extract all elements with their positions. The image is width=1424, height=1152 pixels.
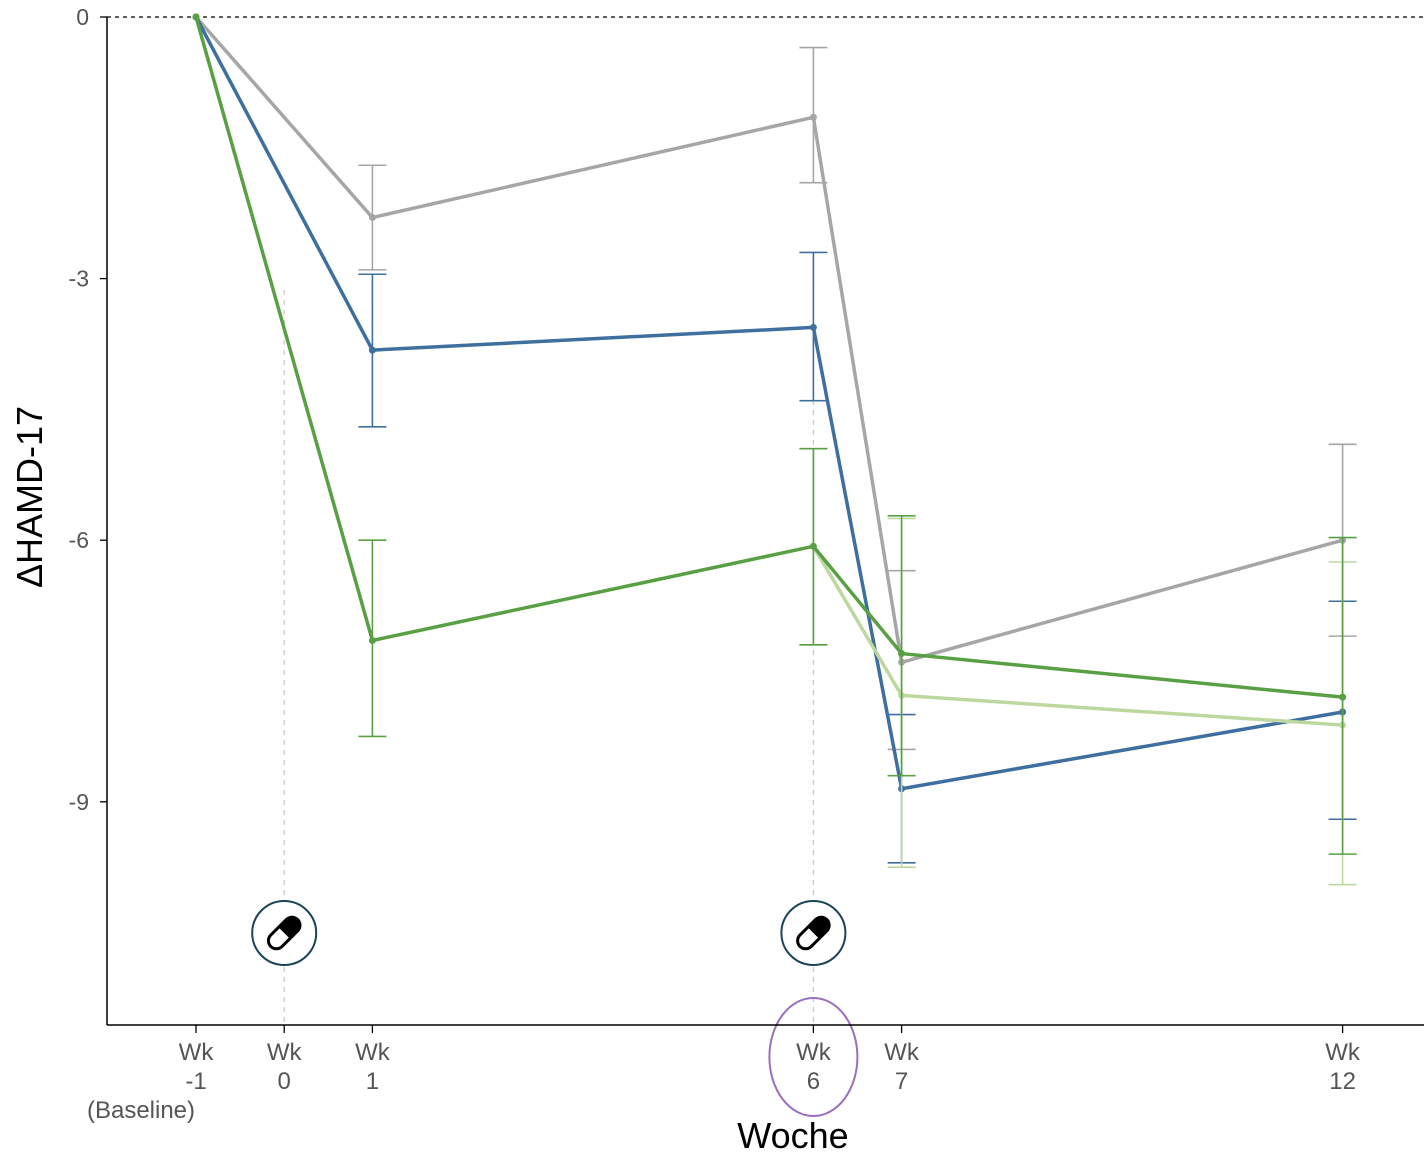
- data-point: [809, 323, 817, 331]
- y-axis-title: ΔHAMD-17: [9, 406, 50, 588]
- data-point: [1339, 693, 1347, 701]
- series-1: [192, 13, 1357, 751]
- series-layer: [192, 13, 1357, 886]
- series-4: [192, 13, 1357, 855]
- capsule-icon: [780, 900, 847, 966]
- x-tick-label: Wk 0: [267, 1039, 303, 1095]
- series-line: [194, 16, 1343, 791]
- x-tick-label: Wk 12: [1325, 1039, 1361, 1095]
- x-tick-label: Wk 1: [355, 1039, 391, 1095]
- y-tick-label: -9: [69, 789, 89, 815]
- series-line: [811, 545, 1343, 727]
- data-point: [368, 346, 376, 354]
- data-point: [809, 113, 817, 121]
- data-point: [192, 13, 200, 21]
- y-tick-label: -3: [69, 266, 89, 292]
- data-point: [898, 650, 906, 658]
- data-point: [809, 542, 817, 550]
- y-axis-ticks: 0 -3 -6 -9: [69, 4, 1424, 815]
- y-tick-label: 0: [76, 4, 89, 30]
- highlight-ellipse: [768, 997, 859, 1117]
- data-point: [368, 636, 376, 644]
- x-tick-label: Wk -1 (Baseline): [87, 1039, 214, 1124]
- x-tick-label: Wk 6: [796, 1039, 832, 1095]
- x-axis-title: Woche: [737, 1115, 848, 1152]
- x-axis-ticks: Wk -1 (Baseline) Wk 0 Wk 1 Wk 6 Wk 7 Wk 12: [87, 997, 1361, 1124]
- data-point: [368, 214, 376, 222]
- series-3: [799, 447, 1357, 886]
- capsule-icon: [251, 900, 318, 966]
- error-bar: [887, 514, 916, 777]
- y-tick-label: -6: [69, 527, 89, 553]
- series-2: [192, 13, 1357, 864]
- x-tick-label: Wk 7: [884, 1039, 920, 1095]
- series-line: [194, 16, 1343, 699]
- dose-markers: [251, 290, 847, 1025]
